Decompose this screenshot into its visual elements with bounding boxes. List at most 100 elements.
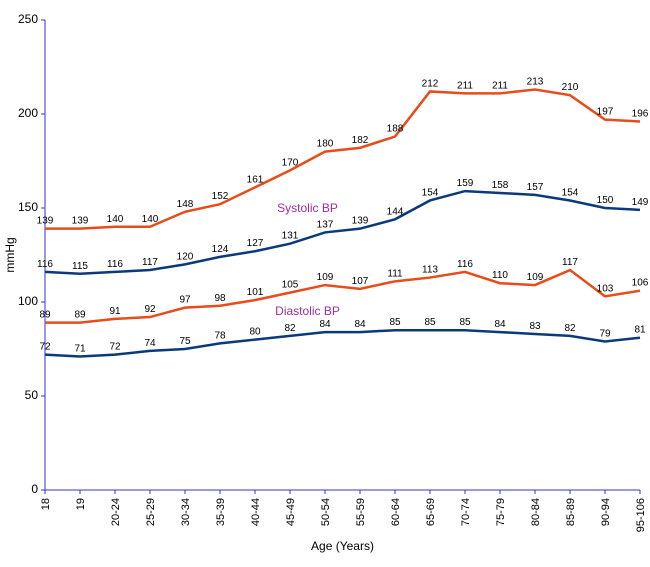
x-tick-label: 19 <box>75 498 87 510</box>
data-label: 109 <box>527 272 544 283</box>
data-label: 107 <box>352 276 369 287</box>
data-label: 97 <box>179 295 191 306</box>
data-label: 92 <box>144 304 156 315</box>
data-label: 149 <box>632 197 649 208</box>
data-label: 116 <box>107 259 123 270</box>
x-tick-label: 45-49 <box>285 498 297 526</box>
data-label: 211 <box>492 80 508 91</box>
chart-svg: 050100150200250mmHg181920-2425-2930-3435… <box>0 0 650 562</box>
data-label: 84 <box>354 319 366 330</box>
data-label: 197 <box>597 107 614 118</box>
series-diastolic-upper <box>45 270 640 323</box>
data-label: 139 <box>72 216 89 227</box>
data-label: 82 <box>284 323 296 334</box>
data-label: 84 <box>494 319 506 330</box>
x-tick-label-group: 60-64 <box>390 498 402 526</box>
data-label: 110 <box>492 270 508 281</box>
data-label: 101 <box>247 287 264 298</box>
series-diastolic-lower <box>45 330 640 356</box>
x-tick-label: 95-106 <box>635 498 647 532</box>
x-tick-label: 40-44 <box>250 498 262 526</box>
x-tick-label-group: 70-74 <box>460 498 472 526</box>
data-label: 213 <box>527 77 544 88</box>
data-label: 210 <box>562 82 579 93</box>
data-label: 80 <box>249 327 261 338</box>
data-label: 115 <box>72 261 88 272</box>
annotation: Diastolic BP <box>275 304 340 318</box>
annotation: Systolic BP <box>277 201 338 215</box>
x-tick-label-group: 19 <box>75 498 87 510</box>
bp-chart: 050100150200250mmHg181920-2425-2930-3435… <box>0 0 650 562</box>
data-label: 188 <box>387 124 404 135</box>
y-tick-label: 50 <box>25 388 39 402</box>
data-label: 116 <box>37 259 53 270</box>
data-label: 72 <box>39 342 51 353</box>
x-tick-label: 50-54 <box>320 498 332 526</box>
data-label: 212 <box>422 78 439 89</box>
series-systolic-lower <box>45 191 640 274</box>
data-label: 85 <box>389 317 401 328</box>
x-tick-label: 20-24 <box>110 498 122 526</box>
x-tick-label-group: 75-79 <box>495 498 507 526</box>
series-systolic-upper <box>45 90 640 229</box>
data-label: 75 <box>179 336 191 347</box>
data-label: 106 <box>632 278 649 289</box>
y-tick-label: 0 <box>31 482 38 496</box>
data-label: 109 <box>317 272 334 283</box>
x-tick-label-group: 18 <box>40 498 52 510</box>
x-axis-title: Age (Years) <box>311 539 374 553</box>
y-tick-label: 100 <box>18 294 38 308</box>
y-tick-label: 200 <box>18 106 38 120</box>
data-label: 111 <box>387 268 403 279</box>
data-label: 71 <box>74 344 86 355</box>
data-label: 139 <box>352 216 369 227</box>
data-label: 182 <box>352 135 369 146</box>
x-tick-label-group: 80-84 <box>530 498 542 526</box>
data-label: 103 <box>597 283 614 294</box>
data-label: 98 <box>214 293 226 304</box>
x-tick-label: 35-39 <box>215 498 227 526</box>
data-label: 140 <box>142 214 159 225</box>
data-label: 84 <box>319 319 331 330</box>
data-label: 148 <box>177 199 194 210</box>
data-label: 211 <box>457 80 473 91</box>
data-label: 161 <box>247 174 264 185</box>
y-tick-label: 150 <box>18 200 38 214</box>
x-tick-label-group: 65-69 <box>425 498 437 526</box>
data-label: 158 <box>492 180 509 191</box>
x-tick-label: 65-69 <box>425 498 437 526</box>
x-tick-label-group: 45-49 <box>285 498 297 526</box>
data-label: 131 <box>282 231 299 242</box>
data-label: 154 <box>422 187 439 198</box>
x-tick-label: 25-29 <box>145 498 157 526</box>
x-tick-label-group: 90-94 <box>600 498 612 526</box>
data-label: 105 <box>282 280 299 291</box>
x-tick-label: 60-64 <box>390 498 402 526</box>
data-label: 159 <box>457 178 474 189</box>
x-tick-label-group: 35-39 <box>215 498 227 526</box>
data-label: 85 <box>424 317 436 328</box>
y-tick-label: 250 <box>18 12 38 26</box>
data-label: 196 <box>632 109 649 120</box>
x-tick-label-group: 30-34 <box>180 498 192 526</box>
data-label: 89 <box>39 310 51 321</box>
data-label: 140 <box>107 214 124 225</box>
data-label: 85 <box>459 317 471 328</box>
data-label: 154 <box>562 187 579 198</box>
x-tick-label: 80-84 <box>530 498 542 526</box>
data-label: 117 <box>562 257 578 268</box>
x-tick-label-group: 25-29 <box>145 498 157 526</box>
data-label: 116 <box>457 259 473 270</box>
data-label: 113 <box>422 265 438 276</box>
data-label: 79 <box>599 328 611 339</box>
x-tick-label-group: 95-106 <box>635 498 647 532</box>
x-tick-label: 18 <box>40 498 52 510</box>
x-tick-label-group: 55-59 <box>355 498 367 526</box>
data-label: 83 <box>529 321 541 332</box>
x-tick-label-group: 20-24 <box>110 498 122 526</box>
x-tick-label: 90-94 <box>600 498 612 526</box>
data-label: 170 <box>282 157 299 168</box>
data-label: 152 <box>212 191 229 202</box>
x-tick-label-group: 50-54 <box>320 498 332 526</box>
data-label: 82 <box>564 323 576 334</box>
